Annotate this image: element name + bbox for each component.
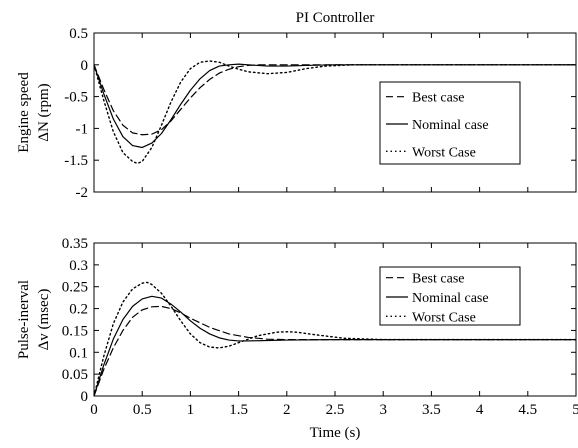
y-tick-label: -1 — [76, 121, 89, 137]
y-axis-label-line: ΔN (rpm) — [36, 83, 52, 141]
plot-panel-0: 0.5 0 -0.5 -1 -1.5 -2 Engine speed ΔN (rpm) Best… — [16, 26, 577, 201]
x-tick-label: 4.5 — [518, 402, 537, 418]
legend-entry: Nominal case — [412, 291, 489, 306]
x-tick-label: 1.5 — [229, 402, 248, 418]
x-tick-label: 2 — [283, 402, 291, 418]
y-tick-label: 0.3 — [69, 258, 88, 274]
y-tick-label: 0.5 — [69, 26, 88, 42]
legend-entry: Nominal case — [412, 118, 489, 133]
legend-entry: Best case — [412, 272, 464, 287]
y-tick-label: -0.5 — [64, 90, 88, 106]
y-tick-label: 0.25 — [62, 280, 88, 296]
chart-title: PI Controller — [296, 10, 375, 26]
legend-box — [379, 266, 521, 326]
y-axis-label-line: Δv (msec) — [36, 289, 52, 351]
y-tick-label: 0.2 — [69, 302, 88, 318]
legend-box — [379, 81, 521, 165]
y-tick-label: -1.5 — [64, 153, 88, 169]
legend: Best case Nominal case Worst Case — [379, 266, 521, 326]
x-tick-label: 1 — [187, 402, 195, 418]
y-tick-label: -2 — [76, 185, 89, 201]
x-tick-label: 5 — [572, 402, 578, 418]
plot-panel-1: 0 0.5 1 1.5 2 2.5 3 3.5 4 4.5 5 0.35 0.3 0.25 0.2 0.15 0… — [16, 236, 578, 418]
series-line-worst-case — [94, 281, 576, 396]
legend-entry: Best case — [412, 91, 464, 106]
y-tick-label: 0.15 — [62, 323, 88, 339]
y-tick-label: 0.05 — [62, 367, 88, 383]
y-tick-label: 0.1 — [69, 345, 88, 361]
y-tick-label: 0 — [81, 389, 89, 405]
x-tick-label: 0 — [90, 402, 98, 418]
series-line-nominal-case — [94, 63, 576, 149]
x-axis-label: Time (s) — [310, 425, 361, 441]
y-axis-label-line: Pulse-inerval — [16, 280, 32, 359]
y-axis-label-line: Engine speed — [16, 72, 32, 153]
series-line-nominal-case — [94, 295, 576, 396]
series-line-best-case — [94, 64, 576, 136]
y-tick-label: 0 — [81, 58, 89, 74]
legend: Best case Nominal case Worst Case — [379, 81, 521, 165]
y-tick-label: 0.35 — [62, 236, 88, 252]
x-tick-label: 0.5 — [133, 402, 152, 418]
x-tick-label: 2.5 — [326, 402, 345, 418]
legend-entry: Worst Case — [412, 310, 476, 325]
x-tick-label: 4 — [476, 402, 484, 418]
legend-entry: Worst Case — [412, 145, 476, 160]
x-tick-label: 3.5 — [422, 402, 441, 418]
series-line-worst-case — [94, 60, 576, 165]
x-tick-label: 3 — [379, 402, 387, 418]
